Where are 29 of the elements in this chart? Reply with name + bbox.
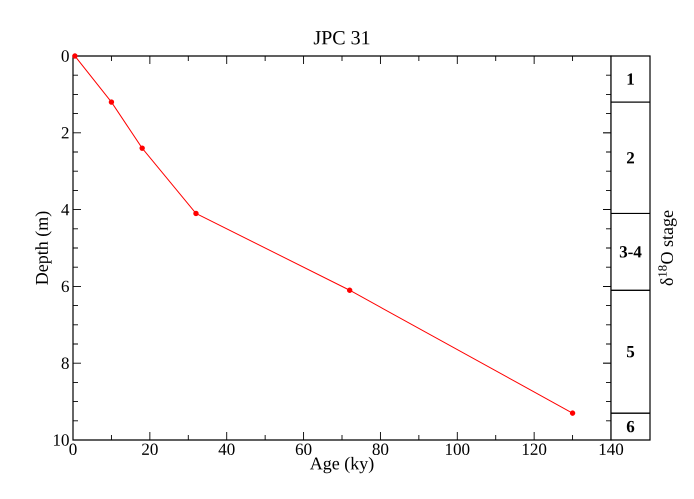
point (139, 145, 145, 151)
point (108, 99, 114, 105)
x-tick-label: 120 (522, 444, 546, 456)
point (570, 410, 576, 416)
point (72, 53, 78, 59)
y-axis-title: δ$^{18}$O stage (658, 210, 677, 286)
x-axis-title: Age (ky) (310, 456, 374, 474)
y-tick-label: 4 (61, 204, 70, 216)
x-tick-label: 40 (218, 444, 235, 456)
x-tick-label: 60 (296, 444, 312, 456)
chart-title: JPC 31 (314, 31, 370, 44)
y-axis-title: Depth (m) (35, 212, 52, 285)
point (193, 210, 199, 216)
x-tick-label: 80 (372, 444, 388, 456)
series-label: 5 (626, 346, 634, 358)
series-label: 2 (626, 152, 634, 164)
x-tick-label: 140 (600, 444, 624, 456)
y-tick-label: 10 (54, 434, 69, 446)
x-tick-label: 0 (69, 444, 77, 456)
series-label: 6 (626, 420, 634, 432)
x-tick-label: 100 (446, 444, 470, 456)
y-tick-label: 8 (62, 357, 69, 369)
x-tick-label: 20 (142, 444, 158, 456)
y-tick-label: 6 (62, 280, 69, 292)
y-tick-label: 2 (62, 127, 69, 138)
point (346, 288, 352, 293)
series-label: 3-4 (620, 246, 642, 258)
y-tick-label: 0 (62, 50, 69, 62)
series-label: 1 (628, 73, 634, 85)
